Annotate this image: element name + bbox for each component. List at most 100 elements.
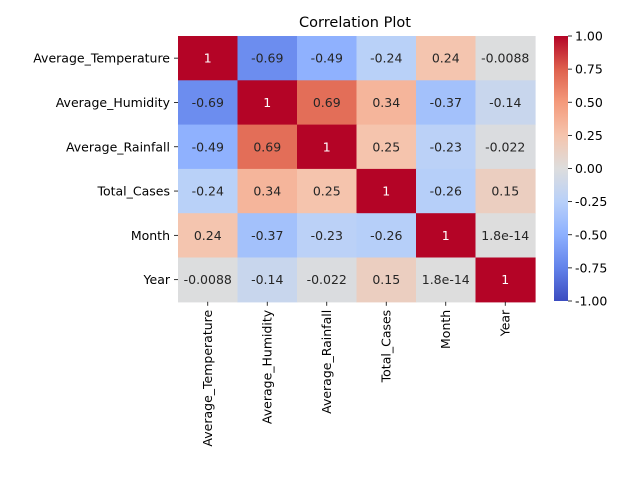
y-tick-label: Average_Rainfall	[66, 139, 170, 154]
cell-value-label: -0.37	[251, 228, 283, 243]
heatmap-cell	[356, 124, 417, 170]
cell-value-label: -0.24	[370, 51, 402, 66]
heatmap-cell	[237, 168, 298, 214]
cell-value-label: -0.0088	[184, 272, 232, 287]
cell-value-label: 0.69	[313, 95, 341, 110]
heatmap-cell	[475, 124, 536, 170]
y-tick-label: Average_Humidity	[56, 95, 171, 110]
cell-value-label: 1	[204, 51, 212, 66]
heatmap-cell	[356, 168, 417, 214]
cell-value-label: 0.24	[194, 228, 222, 243]
heatmap-cell	[416, 80, 477, 126]
cell-value-label: 0.69	[253, 139, 281, 154]
heatmap-cell	[416, 213, 477, 259]
heatmap-cell	[297, 213, 358, 259]
heatmap-cell	[178, 257, 239, 303]
x-tick-label: Average_Humidity	[260, 309, 275, 424]
y-tick-label: Month	[131, 228, 170, 243]
y-tick-label: Total_Cases	[96, 184, 170, 199]
heatmap-cell	[297, 80, 358, 126]
heatmap-cells	[178, 36, 536, 303]
cell-value-label: 0.34	[372, 95, 400, 110]
colorbar-tick-label: 1.00	[575, 29, 603, 44]
x-tick-label: Average_Temperature	[200, 309, 215, 446]
chart-title: Correlation Plot	[299, 15, 411, 31]
cell-value-label: -0.24	[192, 184, 224, 199]
heatmap-cell	[178, 168, 239, 214]
colorbar-tick-label: -0.75	[575, 260, 607, 275]
heatmap-cell	[297, 257, 358, 303]
colorbar-tick-label: -0.25	[575, 194, 607, 209]
cell-value-label: 1	[382, 184, 390, 199]
heatmap-cell	[178, 124, 239, 170]
heatmap-cell	[475, 257, 536, 303]
colorbar-tick-label: -1.00	[575, 294, 607, 309]
cell-value-label: -0.69	[192, 95, 224, 110]
x-tick-label: Month	[438, 310, 453, 349]
cell-value-label: 0.34	[253, 184, 281, 199]
colorbar-tick-label: 0.75	[575, 62, 603, 77]
heatmap-cell	[237, 36, 298, 81]
colorbar-tick-label: 0.25	[575, 128, 603, 143]
heatmap-cell	[178, 36, 239, 81]
heatmap-cell	[475, 80, 536, 126]
cell-value-label: -0.37	[430, 95, 462, 110]
heatmap-cell	[356, 36, 417, 81]
x-tick-label: Year	[498, 309, 513, 337]
cell-value-label: 0.15	[491, 184, 519, 199]
cell-value-label: -0.26	[370, 228, 402, 243]
cell-value-label: -0.022	[307, 272, 347, 287]
heatmap-cell	[416, 36, 477, 81]
cell-value-label: 1	[501, 272, 509, 287]
x-tick-label: Total_Cases	[379, 310, 394, 384]
heatmap-cell	[297, 124, 358, 170]
x-axis: Average_Temperature Average_Humidity Avera…	[200, 301, 513, 447]
heatmap-cell	[356, 213, 417, 259]
cell-value-label: 0.24	[432, 51, 460, 66]
heatmap-cell	[237, 80, 298, 126]
heatmap-cell	[475, 213, 536, 259]
y-tick-label: Average_Temperature	[33, 51, 170, 66]
heatmap-cell	[178, 80, 239, 126]
colorbar-tick-label: 0.50	[575, 95, 603, 110]
cell-value-label: -0.26	[430, 184, 462, 199]
cell-value-label: -0.69	[251, 51, 283, 66]
heatmap-cell	[297, 168, 358, 214]
heatmap-cell	[237, 213, 298, 259]
cell-value-label: 0.15	[372, 272, 400, 287]
cell-value-label: 1	[442, 228, 450, 243]
cell-value-label: -0.23	[311, 228, 343, 243]
heatmap-cell	[237, 257, 298, 303]
colorbar-tick-label: -0.50	[575, 227, 607, 242]
cell-value-label: 1.8e-14	[422, 272, 470, 287]
cell-value-label: -0.14	[489, 95, 521, 110]
cell-value-label: -0.0088	[481, 51, 529, 66]
y-axis: Average_Temperature Average_Humidity Avera…	[33, 51, 178, 287]
heatmap-cell	[416, 257, 477, 303]
heatmap-cell	[297, 36, 358, 81]
cell-value-label: -0.022	[485, 139, 525, 154]
heatmap-cell	[416, 168, 477, 214]
colorbar: -1.00 -0.75 -0.50 -0.25 0.00 0.25 0.50 0.75 1.00	[554, 29, 607, 309]
heatmap-cell	[475, 168, 536, 214]
heatmap-cell	[178, 213, 239, 259]
cell-value-label: -0.23	[430, 139, 462, 154]
colorbar-tick-label: 0.00	[575, 161, 603, 176]
heatmap-cell	[416, 124, 477, 170]
cell-value-label: 1.8e-14	[481, 228, 529, 243]
cell-value-label: -0.14	[251, 272, 283, 287]
cell-value-label: 0.25	[313, 184, 341, 199]
y-tick-label: Year	[143, 272, 171, 287]
heatmap-cell	[237, 124, 298, 170]
heatmap-cell	[475, 36, 536, 81]
cell-value-label: 1	[263, 95, 271, 110]
cell-value-label: 0.25	[372, 139, 400, 154]
colorbar-gradient	[554, 36, 568, 301]
x-tick-label: Average_Rainfall	[319, 310, 334, 414]
cell-value-label: -0.49	[192, 139, 224, 154]
heatmap-cell	[356, 257, 417, 303]
cell-value-label: -0.49	[311, 51, 343, 66]
heatmap-cell-labels: 1 -0.69 -0.49 -0.24 0.24 -0.0088 -0.69 1 0.69 0.3…	[184, 51, 530, 287]
heatmap-cell	[356, 80, 417, 126]
